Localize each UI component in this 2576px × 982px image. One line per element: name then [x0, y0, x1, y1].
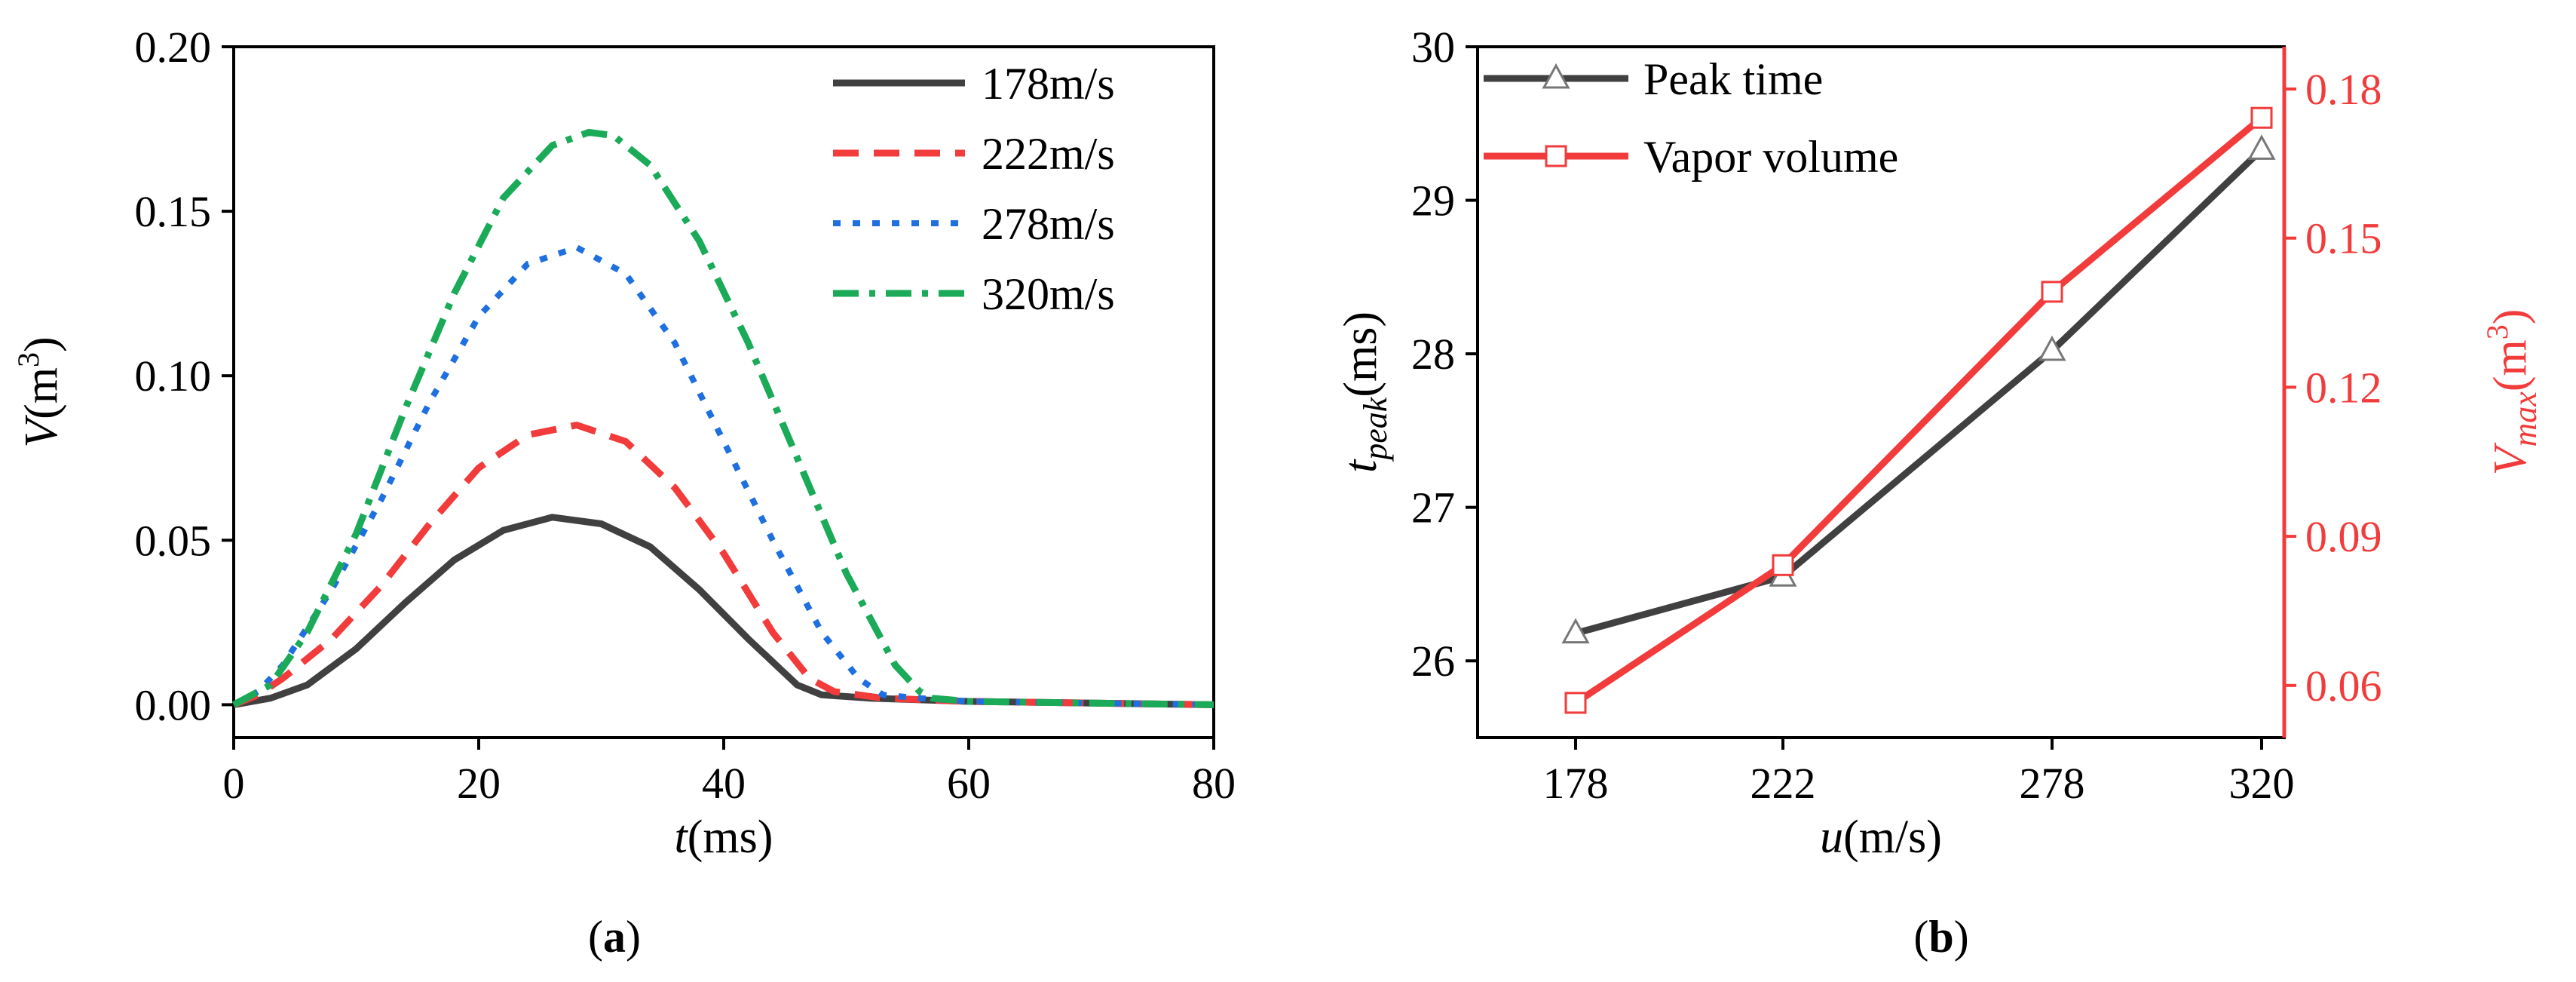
legend-label-178m-s: 178m/s [982, 59, 1115, 109]
panel-a-caption: (a) [588, 912, 641, 962]
data-point-vapor-volume-222 [1772, 554, 1794, 576]
plot-a-x-tick-label: 80 [1192, 759, 1236, 808]
plot-a-y-axis-label: V(m3) [11, 336, 67, 447]
panel-b: 178 222 278 320 26 27 28 29 30 0.06 0.09 0.12 0.15 0.… [1335, 23, 2544, 962]
legend-label-vapor-volume: Vapor volume [1643, 132, 1898, 182]
data-point-vapor-volume-278 [2041, 281, 2063, 303]
series-line-320m-s [231, 128, 1214, 708]
series-line-278m-s [232, 244, 1214, 708]
plot-b-right-axis-label: Vmax(m3) [2480, 309, 2544, 476]
plot-b-tick-labels: 178 222 278 320 26 27 28 29 30 0.06 0.09 0.12 0.15 0.… [1411, 23, 2382, 808]
plot-b-right-tick-label: 0.18 [2305, 65, 2382, 114]
plot-a-series [231, 128, 1214, 708]
data-point-peak-time-278 [2038, 335, 2066, 361]
panel-a: 0 20 40 60 80 0.00 0.05 0.10 0.15 0.20 178m/s 222m… [11, 23, 1236, 962]
plot-b-x-axis-label: u(m/s) [1820, 812, 1942, 863]
plot-b-series [1561, 106, 2276, 714]
plot-a-x-axis-label: t(ms) [675, 812, 773, 863]
data-point-peak-time-178 [1561, 618, 1590, 644]
plot-b-x-tick-label: 278 [2020, 759, 2085, 808]
plot-a-x-tick-label: 40 [702, 759, 746, 808]
plot-a-y-tick-label: 0.15 [135, 187, 212, 236]
plot-a-legend: 178m/s 222m/s 278m/s 320m/s [833, 59, 1115, 319]
plot-a-x-tick-label: 60 [947, 759, 991, 808]
plot-b-right-tick-label: 0.12 [2305, 363, 2382, 412]
plot-a-ticks [222, 45, 1215, 750]
data-point-peak-time-320 [2247, 134, 2276, 160]
plot-b-legend: Peak time Vapor volume [1484, 54, 1898, 182]
series-line-peak-time [1574, 147, 2265, 637]
series-line-vapor-volume [1573, 115, 2264, 706]
plot-b-left-axis-label: tpeak(ms) [1335, 311, 1394, 473]
plot-b-left-tick-label: 30 [1411, 23, 1455, 72]
plot-a-tick-labels: 0 20 40 60 80 0.00 0.05 0.10 0.15 0.20 [135, 23, 1236, 808]
plot-b-left-tick-label: 26 [1411, 637, 1455, 686]
plot-b-right-tick-label: 0.09 [2305, 512, 2382, 561]
plot-b-left-tick-label: 27 [1411, 483, 1455, 532]
data-point-vapor-volume-320 [2250, 106, 2273, 129]
plot-a-y-tick-label: 0.00 [135, 680, 212, 729]
plot-b-left-tick-label: 29 [1411, 176, 1455, 226]
legend-label-278m-s: 278m/s [982, 199, 1115, 249]
data-point-vapor-volume-178 [1564, 692, 1587, 714]
plot-b-x-tick-label: 320 [2229, 759, 2295, 808]
plot-b-ticks [1466, 45, 2296, 750]
series-line-178m-s [233, 514, 1214, 708]
plot-b-x-tick-label: 178 [1543, 759, 1609, 808]
plot-a-y-tick-label: 0.10 [135, 351, 212, 400]
legend-label-222m-s: 222m/s [982, 129, 1115, 179]
legend-marker-vapor-volume [1545, 145, 1567, 167]
plot-a-x-tick-label: 0 [223, 759, 245, 808]
legend-label-peak-time: Peak time [1643, 54, 1823, 104]
plot-b-right-tick-label: 0.06 [2305, 661, 2382, 710]
legend-label-320m-s: 320m/s [982, 269, 1115, 319]
plot-a-x-tick-label: 20 [457, 759, 501, 808]
legend-marker-peak-time [1542, 63, 1570, 89]
panel-b-caption: (b) [1913, 912, 1968, 962]
plot-b-left-tick-label: 28 [1411, 330, 1455, 379]
plot-b-right-tick-label: 0.15 [2305, 214, 2382, 263]
plot-a-y-tick-label: 0.05 [135, 516, 212, 565]
plot-a-y-tick-label: 0.20 [135, 23, 212, 72]
plot-b-x-tick-label: 222 [1751, 759, 1816, 808]
